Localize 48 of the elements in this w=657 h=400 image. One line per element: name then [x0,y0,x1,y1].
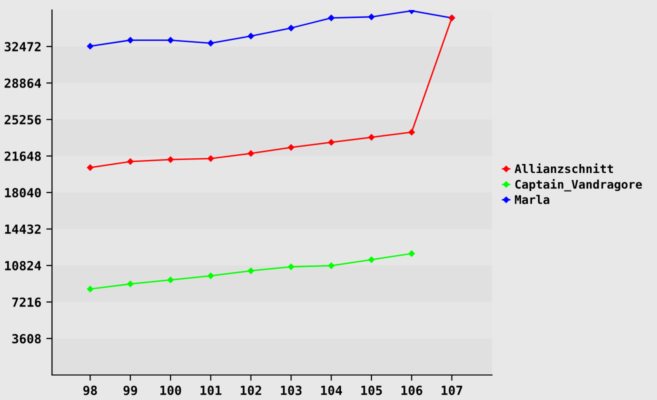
point [167,156,174,163]
legend-label: Allianzschnitt [514,163,614,174]
point [248,32,254,40]
y-tick-label: 10824 [5,260,42,270]
x-tick-label: 103 [280,386,302,396]
point [208,155,214,162]
point [127,280,134,288]
x-tick-label: 104 [321,386,342,396]
point [127,36,134,44]
legend-label: Captain_Vandragore [515,179,642,192]
x-tick-label: 98 [83,386,97,396]
y-tick-label: 28864 [4,78,42,88]
legend-label: Marla [514,194,550,204]
y-tick-label: 32472 [4,42,41,52]
point [408,250,415,257]
y-tick-label: 14432 [5,224,41,234]
point [368,256,375,263]
y-tick-label: 21648 [4,151,41,161]
x-tick-label: 99 [124,386,138,396]
point [208,272,214,280]
y-tick-label: 25256 [4,114,41,124]
point [167,276,174,284]
point [328,262,334,269]
point [328,14,334,22]
x-tick-label: 106 [401,386,422,396]
point [167,36,174,44]
x-tick-label: 105 [361,386,382,396]
y-tick-label: 18040 [5,188,41,198]
x-tick-label: 100 [160,386,182,396]
point [288,24,294,32]
point [127,158,134,165]
point [248,150,254,157]
point [288,264,294,270]
x-tick-label: 101 [200,386,222,396]
point [408,129,415,136]
point [87,43,94,50]
y-tick-label: 3608 [12,334,41,344]
point [288,144,294,151]
point [208,40,214,46]
point [328,139,334,146]
y-tick-label: 7216 [12,297,41,307]
x-tick-label: 107 [442,386,462,396]
point [248,268,254,274]
point [87,164,94,171]
point [368,14,375,20]
point [87,286,94,292]
x-tick-label: 102 [240,386,262,396]
point [368,134,375,140]
